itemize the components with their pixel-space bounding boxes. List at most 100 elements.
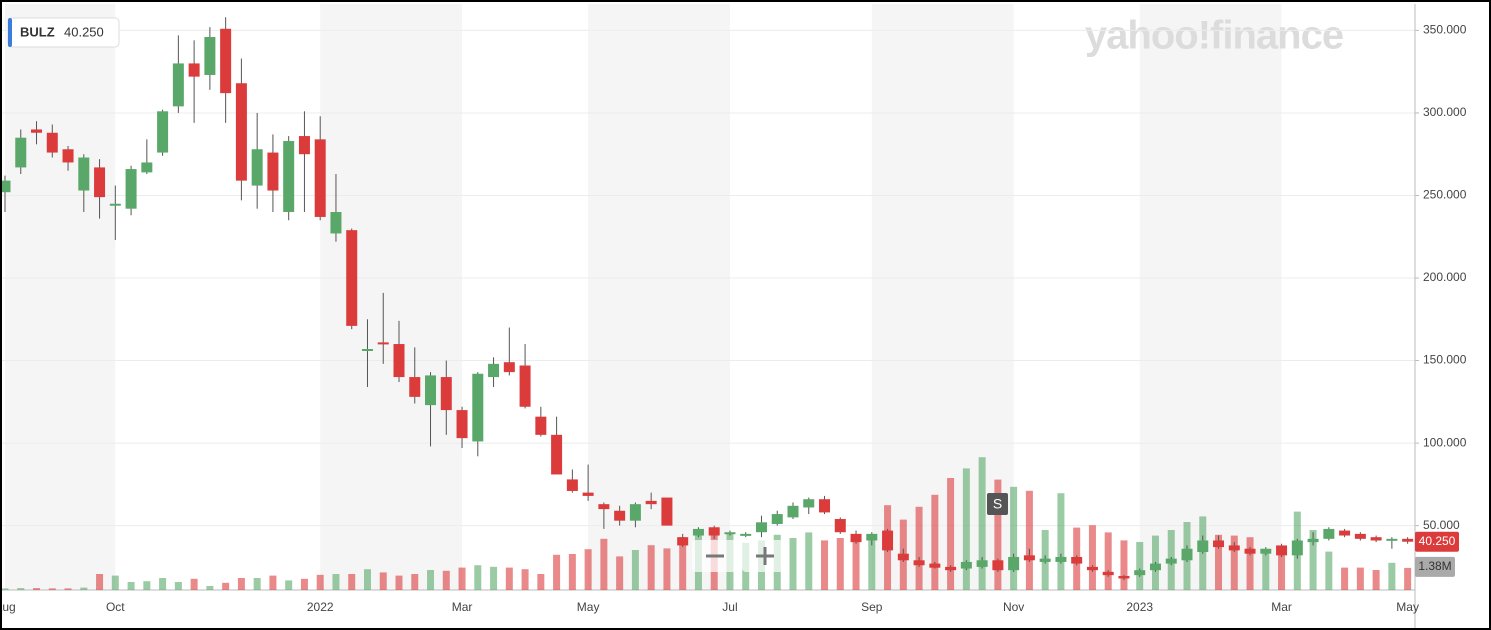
candle-body <box>440 377 452 411</box>
candle-body <box>755 522 767 533</box>
candle-body <box>472 373 484 442</box>
candle-body <box>629 504 641 521</box>
x-tick-label: Oct <box>106 600 125 614</box>
candle-body <box>535 416 547 435</box>
candle-body <box>882 530 894 551</box>
candle-body <box>314 139 326 217</box>
candle-body <box>519 365 531 407</box>
event-marker-box <box>987 493 1008 515</box>
volume-bar <box>521 569 529 590</box>
x-tick-label: 2022 <box>307 600 334 614</box>
volume-bar <box>616 556 624 590</box>
volume-bar <box>821 540 829 590</box>
volume-bar <box>17 588 25 590</box>
candle-body <box>78 157 90 191</box>
candle-body <box>204 37 216 75</box>
volume-bar <box>553 554 561 590</box>
volume-bar <box>931 494 939 590</box>
candle-body <box>220 28 232 94</box>
candle-body <box>614 510 626 521</box>
volume-bar <box>1246 537 1254 590</box>
volume-bar <box>962 468 970 590</box>
candle-body <box>1386 538 1398 541</box>
candle-body <box>803 499 815 508</box>
candle-body <box>1323 528 1335 539</box>
volume-bar <box>379 572 387 590</box>
volume-bar <box>505 567 513 590</box>
volume-bar <box>568 554 576 590</box>
y-tick-label: 100.000 <box>1423 435 1467 449</box>
candle-body <box>15 137 27 168</box>
volume-bar <box>490 566 498 590</box>
x-tick-label: Jul <box>722 600 737 614</box>
watermark: yahoo!finance <box>1085 14 1343 58</box>
candle-body <box>976 560 988 567</box>
volume-bar <box>978 457 986 590</box>
candle-body <box>692 528 704 536</box>
volume-bar <box>1325 551 1333 590</box>
candle-body <box>724 532 736 535</box>
candle-body <box>551 434 563 475</box>
last-price-label: 40.250 <box>1419 534 1456 548</box>
volume-bar <box>663 548 671 590</box>
volume-bar <box>127 582 135 590</box>
volume-bar <box>584 549 592 590</box>
candle-body <box>1339 530 1351 536</box>
candle-body <box>945 566 957 571</box>
candle-body <box>346 230 358 326</box>
y-tick-label: 250.000 <box>1423 188 1467 202</box>
candle-body <box>582 492 594 496</box>
y-tick-label: 200.000 <box>1423 270 1467 284</box>
volume-bar <box>253 578 261 590</box>
candle-body <box>503 362 515 373</box>
candle-body <box>488 363 500 378</box>
volume-bar <box>332 574 340 590</box>
x-tick-label: Mar <box>452 600 473 614</box>
x-tick-label: Nov <box>1003 600 1024 614</box>
volume-bar <box>474 565 482 590</box>
candle-body <box>1197 540 1209 553</box>
candle-body <box>929 563 941 568</box>
volume-bar <box>1262 551 1270 590</box>
ticker-accent <box>8 18 12 47</box>
candle-body <box>157 111 169 153</box>
volume-bar <box>1120 540 1128 590</box>
volume-bar <box>1404 567 1412 590</box>
candle-body <box>992 560 1004 571</box>
volume-bar <box>111 575 119 590</box>
candle-body <box>834 519 846 533</box>
ticker-symbol: BULZ <box>20 24 55 39</box>
volume-bar <box>33 588 41 590</box>
candle-body <box>960 561 972 569</box>
candle-body <box>188 63 200 77</box>
volume-bar <box>427 570 435 590</box>
volume-bar <box>805 532 813 590</box>
period-band <box>1139 4 1282 590</box>
event-marker: S <box>993 496 1002 512</box>
period-band <box>871 4 1014 590</box>
volume-bar <box>80 587 88 590</box>
volume-bar <box>789 538 797 590</box>
candle-body <box>1008 556 1020 571</box>
volume-bar <box>947 478 955 590</box>
candle-body <box>1260 548 1272 554</box>
volume-bar <box>300 578 308 590</box>
candle-body <box>740 533 752 536</box>
candle-body <box>771 514 783 524</box>
volume-bar <box>411 574 419 590</box>
volume-bar <box>48 588 56 590</box>
volume-bar <box>316 574 324 590</box>
candle-body <box>283 141 295 212</box>
candle-body <box>1354 533 1366 539</box>
candle-body <box>125 169 137 209</box>
candle-body <box>1071 556 1083 564</box>
candle-body <box>172 63 184 107</box>
volume-bar <box>1010 486 1018 590</box>
candle-body <box>1086 566 1098 571</box>
volume-bar <box>442 570 450 590</box>
volume-bar <box>537 574 545 590</box>
candle-body <box>298 136 310 155</box>
candle-body <box>1102 571 1114 576</box>
